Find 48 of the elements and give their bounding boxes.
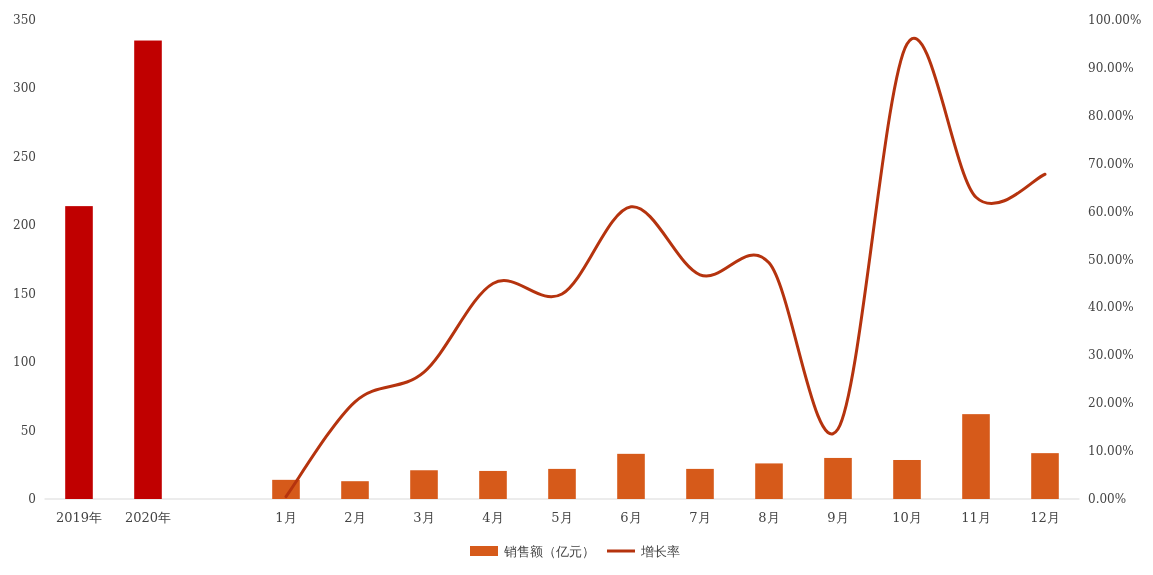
bar <box>341 481 369 499</box>
x-tick-label: 3月 <box>413 510 435 525</box>
y-tick-label: 150 <box>13 286 36 301</box>
y-tick-label: 50 <box>20 423 36 438</box>
y-tick-label: 250 <box>13 149 36 164</box>
x-tick-label: 8月 <box>758 510 780 525</box>
bar <box>548 468 576 499</box>
bar <box>410 470 438 499</box>
bar <box>479 470 507 499</box>
x-tick-label: 4月 <box>482 510 504 525</box>
y2-tick-label: 70.00% <box>1088 156 1134 171</box>
bar <box>65 206 93 499</box>
bar <box>1031 453 1059 499</box>
x-tick-label: 2019年 <box>55 510 103 525</box>
y-tick-label: 200 <box>13 218 36 233</box>
y2-tick-label: 40.00% <box>1088 300 1134 315</box>
y-tick-label: 0 <box>28 492 36 506</box>
y2-tick-label: 0.00% <box>1088 492 1127 506</box>
x-tick-label: 9月 <box>827 510 849 525</box>
legend-label: 增长率 <box>640 544 680 559</box>
x-tick-label: 1月 <box>275 510 297 525</box>
y2-tick-label: 60.00% <box>1088 204 1134 219</box>
bar <box>824 457 852 499</box>
y2-tick-label: 90.00% <box>1088 60 1134 75</box>
x-tick-label: 12月 <box>1030 510 1060 525</box>
x-tick-label: 6月 <box>620 510 642 525</box>
y2-tick-label: 100.00% <box>1088 13 1142 27</box>
y-tick-label: 100 <box>13 355 36 370</box>
bar <box>134 40 162 499</box>
y2-tick-label: 80.00% <box>1088 108 1134 123</box>
x-tick-label: 5月 <box>551 510 573 525</box>
y2-tick-label: 10.00% <box>1088 444 1134 459</box>
y2-tick-label: 50.00% <box>1088 252 1134 267</box>
y2-tick-label: 20.00% <box>1088 396 1134 411</box>
x-tick-label: 2月 <box>344 510 366 525</box>
bar <box>617 453 645 499</box>
y2-tick-label: 30.00% <box>1088 348 1134 363</box>
x-tick-label: 7月 <box>689 510 711 525</box>
x-tick-label: 11月 <box>961 510 991 525</box>
bar <box>893 460 921 499</box>
bar <box>686 468 714 499</box>
y-tick-label: 350 <box>13 13 36 27</box>
bar <box>755 463 783 499</box>
x-tick-label: 10月 <box>892 510 922 525</box>
legend-label: 销售额（亿元） <box>503 544 595 559</box>
x-tick-label: 2020年 <box>124 510 172 525</box>
y-tick-label: 300 <box>13 81 36 96</box>
bar <box>962 414 990 499</box>
